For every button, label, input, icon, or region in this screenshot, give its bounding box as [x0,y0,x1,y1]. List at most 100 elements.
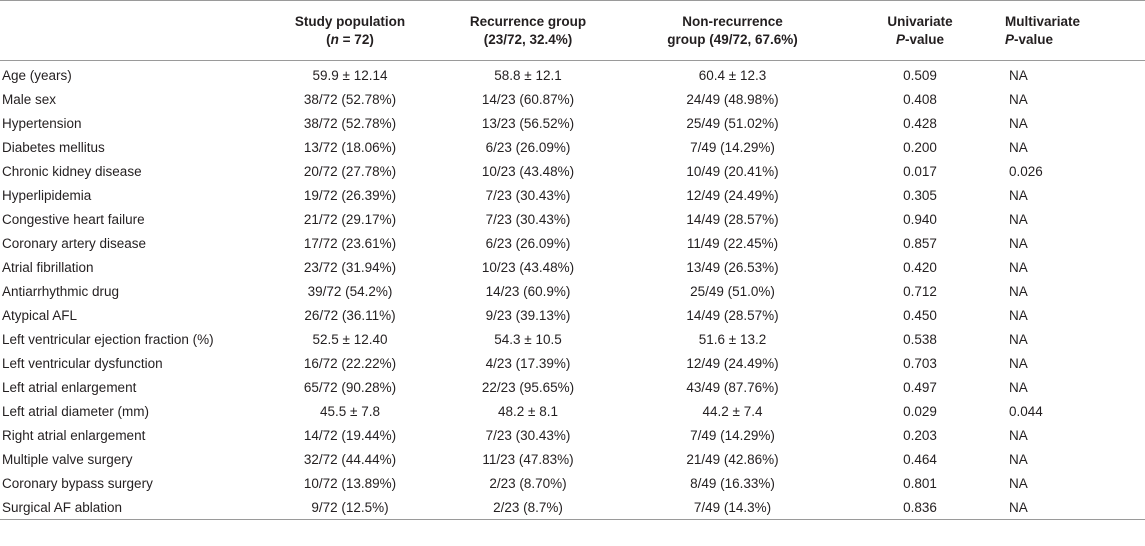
row-label: Congestive heart failure [2,211,145,227]
row-label: Male sex [2,91,57,107]
header-line1: Univariate [887,13,953,29]
cell-multivariate-p: NA [1009,235,1028,251]
cell-multivariate-p: 0.026 [1009,163,1043,179]
cell-study-population: 21/72 (29.17%) [303,211,397,227]
table-row: Multiple valve surgery 32/72 (44.44%) 11/2… [0,447,1145,471]
cell-multivariate-p: NA [1009,139,1028,155]
cell-study-population: 39/72 (54.2%) [307,283,393,299]
cell-univariate-p: 0.497 [903,379,937,395]
row-label: Age (years) [2,67,72,83]
row-label: Coronary bypass surgery [2,475,153,491]
cell-non-recurrence-group: 51.6 ± 13.2 [698,331,767,347]
cell-study-population: 16/72 (22.22%) [303,355,397,371]
cell-multivariate-p: NA [1009,115,1028,131]
row-label: Antiarrhythmic drug [2,283,120,299]
table-row: Left atrial diameter (mm) 45.5 ± 7.8 48.2 … [0,399,1145,423]
cell-non-recurrence-group: 12/49 (24.49%) [686,355,779,371]
header-non-recurrence-group: Non-recurrence group (49/72, 67.6%) [626,0,839,61]
clinical-characteristics-table: Study population (n = 72) Recurrence gro… [0,0,1145,520]
cell-univariate-p: 0.450 [903,307,937,323]
cell-univariate-p: 0.940 [903,211,937,227]
header-univariate-p: Univariate P-value [839,0,1001,61]
cell-univariate-p: 0.836 [839,495,1001,520]
cell-recurrence-group: 48.2 ± 8.1 [498,403,558,419]
cell-multivariate-p: NA [1009,331,1028,347]
cell-multivariate-p: NA [1009,91,1028,107]
header-variable [0,0,270,61]
cell-study-population: 38/72 (52.78%) [303,91,397,107]
cell-study-population: 14/72 (19.44%) [303,427,397,443]
cell-study-population: 19/72 (26.39%) [303,187,397,203]
table-row: Male sex 38/72 (52.78%) 14/23 (60.87%) 24/4… [0,87,1145,111]
cell-non-recurrence-group: 25/49 (51.02%) [686,115,779,131]
cell-recurrence-group: 6/23 (26.09%) [485,235,571,251]
cell-non-recurrence-group: 10/49 (20.41%) [686,163,779,179]
table-row: Chronic kidney disease 20/72 (27.78%) 10/2… [0,159,1145,183]
cell-recurrence-group: 4/23 (17.39%) [485,355,571,371]
cell-univariate-p: 0.703 [903,355,937,371]
cell-study-population: 9/72 (12.5%) [270,495,430,520]
table-row: Congestive heart failure 21/72 (29.17%) 7/… [0,207,1145,231]
cell-multivariate-p: NA [1009,211,1028,227]
table-row: Surgical AF ablation 9/72 (12.5%) 2/23 (8.… [0,495,1145,520]
table-row: Antiarrhythmic drug 39/72 (54.2%) 14/23 (6… [0,279,1145,303]
row-label: Hyperlipidemia [2,187,92,203]
row-label: Right atrial enlargement [2,427,146,443]
cell-non-recurrence-group: 14/49 (28.57%) [686,211,779,227]
row-label: Atypical AFL [2,307,78,323]
cell-non-recurrence-group: 13/49 (26.53%) [686,259,779,275]
cell-univariate-p: 0.538 [903,331,937,347]
cell-univariate-p: 0.428 [903,115,937,131]
cell-study-population: 13/72 (18.06%) [303,139,397,155]
cell-univariate-p: 0.712 [903,283,937,299]
cell-non-recurrence-group: 8/49 (16.33%) [690,475,775,491]
cell-study-population: 26/72 (36.11%) [304,307,396,323]
cell-univariate-p: 0.305 [903,187,937,203]
cell-study-population: 45.5 ± 7.8 [320,403,380,419]
cell-univariate-p: 0.203 [903,427,937,443]
cell-recurrence-group: 13/23 (56.52%) [481,115,575,131]
header-line2: group (49/72, 67.6%) [667,31,798,47]
row-label: Multiple valve surgery [2,451,133,467]
cell-non-recurrence-group: 44.2 ± 7.4 [702,403,763,419]
cell-multivariate-p: NA [1009,451,1028,467]
cell-recurrence-group: 2/23 (8.7%) [430,495,626,520]
row-label: Left atrial diameter (mm) [2,403,150,419]
row-label: Coronary artery disease [2,235,147,251]
header-study-population: Study population (n = 72) [270,0,430,61]
cell-recurrence-group: 6/23 (26.09%) [485,139,571,155]
header-recurrence-group: Recurrence group (23/72, 32.4%) [430,0,626,61]
cell-recurrence-group: 10/23 (43.48%) [481,259,575,275]
cell-univariate-p: 0.029 [903,403,937,419]
cell-univariate-p: 0.464 [903,451,937,467]
cell-univariate-p: 0.420 [903,259,937,275]
table-row: Hyperlipidemia 19/72 (26.39%) 7/23 (30.43%… [0,183,1145,207]
cell-univariate-p: 0.408 [903,91,937,107]
cell-multivariate-p: NA [1009,307,1028,323]
cell-recurrence-group: 9/23 (39.13%) [485,307,571,323]
header-line2: (23/72, 32.4%) [483,31,573,47]
table-row: Diabetes mellitus 13/72 (18.06%) 6/23 (26.… [0,135,1145,159]
cell-univariate-p: 0.857 [903,235,937,251]
cell-recurrence-group: 58.8 ± 12.1 [494,67,562,83]
cell-univariate-p: 0.017 [903,163,937,179]
table-header: Study population (n = 72) Recurrence gro… [0,0,1145,61]
cell-recurrence-group: 7/23 (30.43%) [485,187,571,203]
row-label: Left ventricular ejection fraction (%) [2,331,214,347]
cell-study-population: 52.5 ± 12.40 [312,331,388,347]
cell-study-population: 17/72 (23.61%) [303,235,397,251]
cell-non-recurrence-group: 7/49 (14.29%) [690,139,775,155]
row-label: Diabetes mellitus [2,139,105,155]
cell-recurrence-group: 11/23 (47.83%) [482,451,574,467]
table-row: Atypical AFL 26/72 (36.11%) 9/23 (39.13%) 1… [0,303,1145,327]
cell-multivariate-p: NA [1009,355,1028,371]
cell-non-recurrence-group: 7/49 (14.29%) [690,427,775,443]
cell-multivariate-p: NA [1009,427,1028,443]
header-line2: P-value [895,31,945,47]
cell-univariate-p: 0.200 [903,139,937,155]
table-row: Right atrial enlargement 14/72 (19.44%) 7/… [0,423,1145,447]
cell-recurrence-group: 7/23 (30.43%) [485,211,571,227]
table-body: Age (years) 59.9 ± 12.14 58.8 ± 12.1 60.4 ±… [0,61,1145,520]
cell-study-population: 38/72 (52.78%) [303,115,397,131]
cell-recurrence-group: 14/23 (60.87%) [481,91,575,107]
